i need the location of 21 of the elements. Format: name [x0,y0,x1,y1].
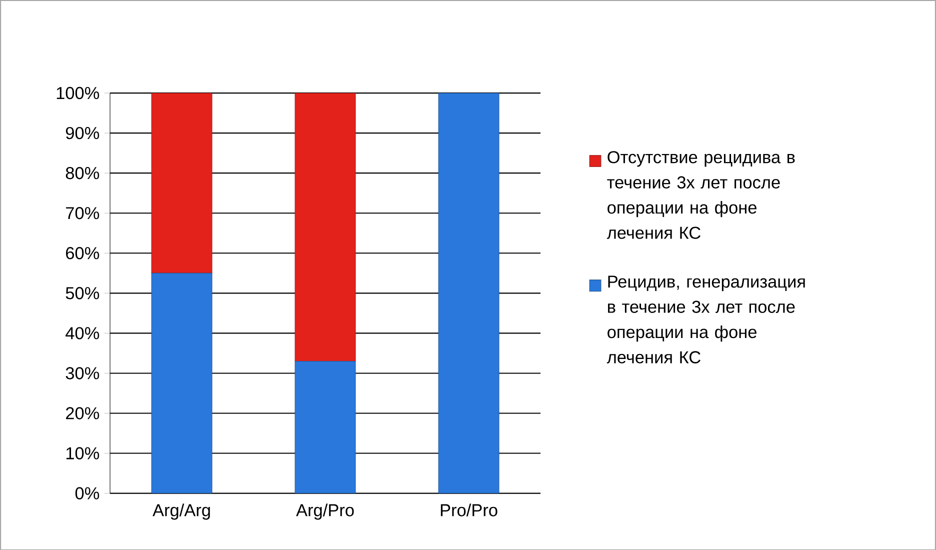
y-tick-label: 70% [66,206,100,219]
y-tick-label: 20% [66,406,100,420]
y-tick-label: 50% [66,286,100,300]
bar [151,272,212,494]
y-tick-label: 80% [66,166,100,179]
y-tick-label: 90% [66,126,100,139]
legend-label: Отсутствие рецидива в течение 3х лет после операции на фоне лечения КС [606,150,795,239]
y-tick-label: 10% [66,446,100,460]
y-tick-label: 0% [75,486,100,500]
bar [294,92,356,362]
x-tick-label: Arg/Pro [296,503,354,520]
x-tick-label: Arg/Arg [152,503,210,520]
x-tick-label: Pro/Pro [440,503,498,516]
y-tick-label: 30% [66,366,100,380]
bar [438,92,500,494]
bar [294,360,356,494]
y-tick-label: 100% [56,86,100,99]
bar [151,92,212,274]
y-tick-label: 40% [66,326,100,340]
y-tick-label: 60% [66,246,100,260]
legend-label: Рецидив, генерализация в течение 3х лет после операции на фоне лечения КС [606,275,805,364]
